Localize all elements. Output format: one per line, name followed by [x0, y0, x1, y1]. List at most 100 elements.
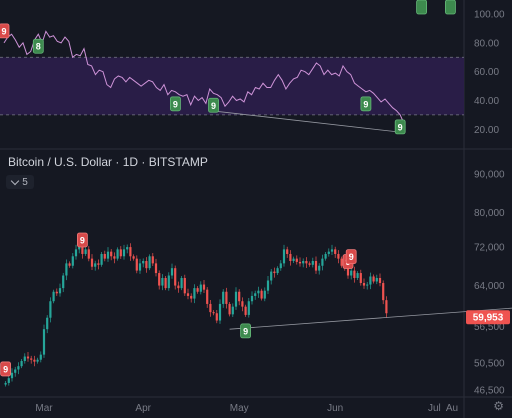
candle-body — [138, 263, 142, 271]
candle-body — [321, 258, 324, 266]
candle-body — [346, 268, 350, 276]
candle-body — [330, 249, 334, 252]
candle-body — [279, 263, 282, 269]
candle-body — [42, 329, 46, 355]
price-signal-label: 9 — [243, 326, 248, 336]
price-y-tick: 90,000 — [474, 170, 505, 181]
candle-body — [49, 301, 52, 318]
price-y-tick: 50,500 — [474, 358, 505, 369]
last-price-badge — [466, 310, 510, 325]
price-y-tick: 72,000 — [474, 243, 505, 254]
price-signal-badge — [77, 232, 88, 248]
candle-body — [231, 306, 234, 315]
candle-body — [292, 258, 295, 261]
candle-body — [62, 275, 65, 289]
candle-body — [375, 277, 378, 282]
candle-body — [39, 354, 42, 360]
candle-body — [7, 378, 10, 383]
candle-body — [151, 256, 154, 264]
candle-body — [190, 295, 193, 299]
candle-body — [250, 295, 254, 302]
candle-body — [129, 247, 132, 257]
candle-body — [356, 273, 359, 278]
candle-body — [20, 361, 23, 367]
price-y-tick: 56,500 — [474, 322, 505, 333]
candle-body — [142, 260, 145, 264]
candle-body — [81, 244, 84, 254]
candle-body — [193, 288, 196, 299]
x-tick-label: May — [230, 403, 249, 414]
candle-body — [164, 277, 167, 289]
candle-body — [324, 253, 327, 259]
candle-body — [14, 369, 17, 373]
candle-body — [266, 280, 270, 291]
candle-body — [311, 260, 314, 265]
candle-body — [119, 249, 122, 257]
candle-body — [314, 260, 318, 271]
candle-body — [302, 260, 305, 264]
oscillator-signal-badge — [0, 23, 10, 39]
indicators-collapse-button[interactable]: 5 — [6, 175, 34, 189]
candle-body — [55, 291, 58, 294]
candle-body — [340, 258, 343, 266]
oscillator-signal-label: 8 — [36, 42, 41, 52]
candle-body — [167, 275, 170, 289]
price-scale-bg — [464, 0, 512, 418]
oscillator-line — [3, 30, 405, 124]
candle-body — [94, 263, 97, 267]
candle-body — [180, 277, 183, 289]
candle-body — [135, 258, 138, 271]
candle-body — [177, 285, 180, 289]
candle-body — [234, 291, 238, 307]
candle-body — [161, 277, 164, 286]
candle-body — [298, 261, 302, 264]
candle-body — [26, 356, 30, 359]
price-signal-badge — [240, 323, 252, 339]
candle-body — [218, 303, 222, 321]
oscillator-signal-badge — [32, 38, 44, 54]
candle-body — [286, 249, 289, 254]
oscillator-signal-badge — [360, 96, 372, 112]
oscillator-signal-label: 9 — [1, 26, 6, 36]
candle-body — [209, 303, 212, 313]
candle-body — [58, 288, 62, 294]
oscillator-signal-label: 9 — [211, 101, 216, 111]
candle-body — [110, 251, 113, 257]
candle-body — [52, 291, 55, 302]
candle-body — [318, 265, 321, 271]
candle-body — [254, 293, 257, 296]
candle-body — [215, 313, 218, 321]
candle-body — [183, 277, 186, 294]
x-tick-label: Jul — [428, 403, 441, 414]
candle-body — [353, 270, 356, 278]
candle-body — [65, 263, 68, 276]
candle-body — [238, 291, 241, 302]
price-signal-badge — [416, 0, 427, 15]
gear-icon[interactable]: ⚙ — [493, 399, 504, 413]
oscillator-y-tick: 100.00 — [474, 10, 505, 21]
oscillator-y-tick: 80.00 — [474, 38, 499, 49]
candle-body — [71, 256, 74, 266]
candle-body — [359, 273, 362, 284]
candle-body — [103, 253, 106, 259]
candle-body — [199, 284, 202, 292]
price-y-tick: 46,500 — [474, 385, 505, 396]
oscillator-signal-label: 9 — [173, 99, 178, 109]
candle-body — [33, 359, 36, 362]
candle-body — [206, 289, 209, 304]
candle-body — [378, 277, 382, 284]
candle-body — [84, 249, 87, 254]
oscillator-trendline — [209, 110, 401, 133]
oscillator-band — [0, 57, 464, 115]
candle-body — [116, 249, 119, 259]
candle-body — [113, 256, 116, 259]
candle-body — [366, 284, 369, 286]
x-tick-label: Jun — [327, 403, 343, 414]
candle-body — [30, 358, 33, 360]
candle-body — [132, 256, 135, 259]
candle-body — [10, 372, 14, 379]
candle-body — [273, 271, 276, 274]
candle-body — [222, 291, 225, 304]
